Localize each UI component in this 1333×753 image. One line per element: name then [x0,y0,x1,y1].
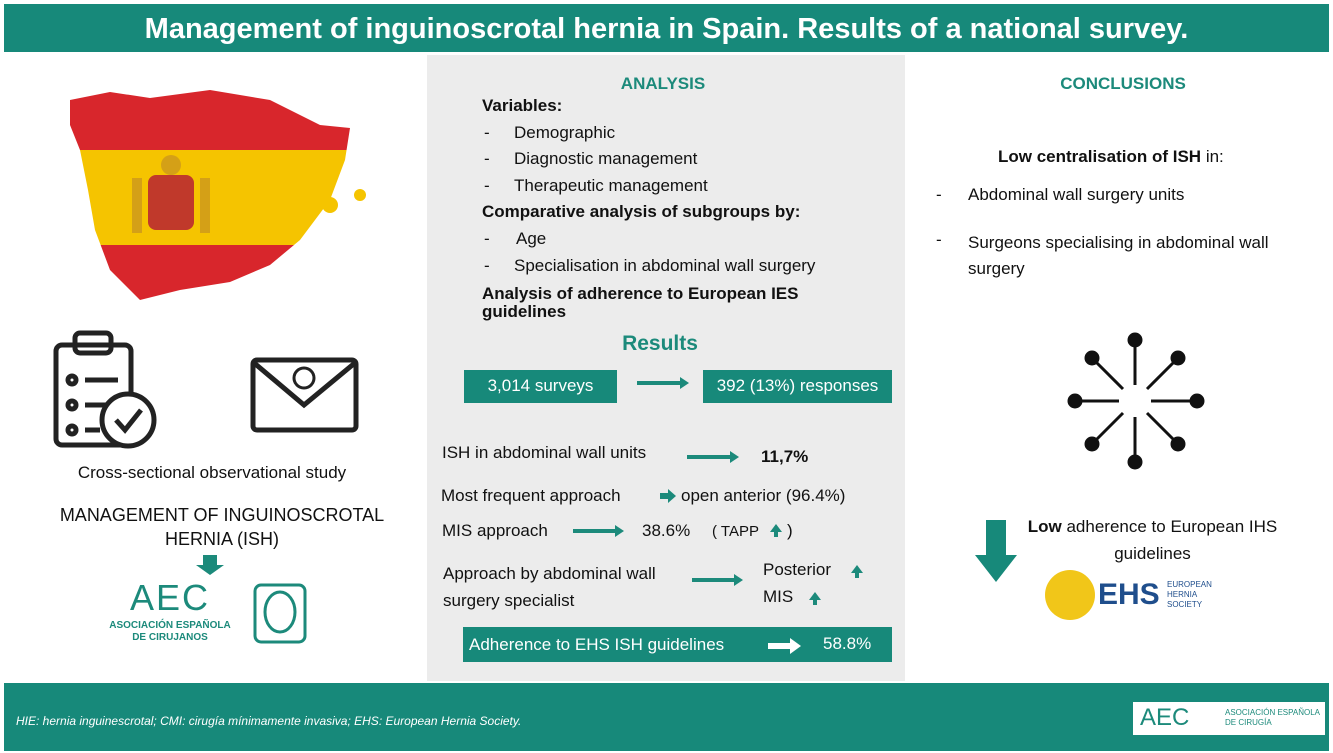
analysis-panel [427,55,905,681]
dash: - [936,185,942,204]
down-arrow [196,555,224,575]
title: Management of inguinoscrotal hernia in S… [144,13,1189,45]
centralisation: Low centralisation of ISH in: [998,147,1224,167]
finding-label: Approach by abdominal wall surgery speci… [443,564,656,610]
conclusion-item: Abdominal wall surgery units [968,185,1185,204]
dash: - [484,123,490,142]
footer-logo-box [1133,702,1325,735]
adherence-label: Adherence to EHS ISH guidelines [469,635,725,654]
conclusion-item: Surgeons specialising in abdominal wall … [968,233,1269,278]
surveys: 3,014 surveys [487,376,594,395]
variable-item: Therapeutic management [514,176,708,195]
analysis-heading: ANALYSIS [620,74,706,93]
study-topic: MANAGEMENT OF INGUINOSCROTAL HERNIA (ISH… [59,505,385,549]
subgroups-title: Comparative analysis of subgroups by: [482,202,801,221]
dash: - [484,229,490,248]
text: in: [1201,147,1224,166]
subgroup-item: Specialisation in abdominal wall surgery [514,256,816,275]
finding-value: open anterior (96.4%) [681,486,846,505]
results-heading: Results [622,332,698,355]
variable-item: Demographic [514,123,616,142]
finding-detail: ) [787,521,793,540]
finding-value: 38.6% [642,521,691,540]
finding-value: Posterior [763,560,832,579]
footer-logo-acronym: AEC [1140,704,1190,731]
finding-value: 11,7% [761,447,809,466]
envelope-icon [250,357,359,433]
emphasis: Low centralisation of ISH [998,147,1202,166]
aec-line1: ASOCIACIÓN ESPAÑOLA [109,620,231,631]
dash: - [936,230,942,249]
ehs-sun [1045,570,1095,620]
subgroup-item: Age [516,229,547,248]
coat-of-arms [132,155,210,233]
islands [294,189,366,221]
adherence-conclusion: Low adherence to European IHS guidelines [1020,513,1285,567]
conclusions-heading: CONCLUSIONS [1060,74,1186,93]
study-type: Cross-sectional observational study [77,463,347,482]
header-band [4,4,1329,52]
finding-detail: ( TAPP [712,523,759,540]
emphasis: Low [1027,517,1062,536]
seal-logo [253,583,307,644]
ehs-name: EUROPEAN HERNIA SOCIETY [1167,580,1212,609]
converging-icon [1067,332,1205,470]
footer-logo-name: ASOCIACIÓN ESPAÑOLA DE CIRUGÍA [1225,708,1320,727]
aec-line2: DE CIRUJANOS [132,632,208,643]
dash: - [484,176,490,195]
arrows [573,377,863,605]
finding-value: MIS [763,587,794,606]
footer-band [4,683,1329,751]
adherence-value: 58.8% [823,634,872,653]
variable-item: Diagnostic management [514,149,698,168]
finding-label: MIS approach [442,521,548,540]
adherence-arrow [768,638,801,654]
variables-title: Variables: [482,96,563,115]
ehs-acronym: EHS [1098,578,1160,611]
finding-label: ISH in abdominal wall units [442,443,647,462]
clipboard-icon [53,330,157,449]
surveys-box [464,370,617,403]
dash: - [484,256,490,275]
big-down-arrow [975,520,1017,582]
aec-acronym: AEC [129,577,211,618]
footer-note: HIE: hernia inguinescrotal; CMI: cirugía… [16,714,522,728]
adherence-box [463,627,892,662]
responses: 392 (13%) responses [716,376,879,395]
finding-label: Most frequent approach [441,486,621,505]
responses-box [703,370,892,403]
dash: - [484,149,490,168]
adherence-title: Analysis of adherence to European IES gu… [482,284,799,321]
text: adherence to European IHS guidelines [1061,517,1278,563]
